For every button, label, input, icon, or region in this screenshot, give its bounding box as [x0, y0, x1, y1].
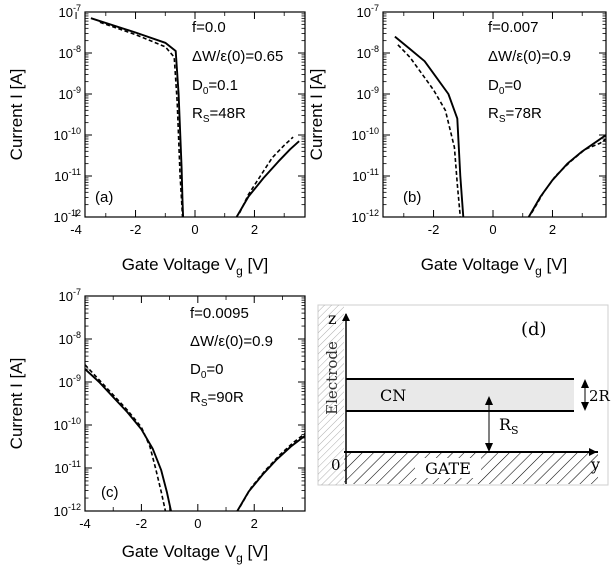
y-tick-label: 10-11 — [54, 167, 81, 184]
annotation-block: f=0.0095 ΔW/ε(0)=0.9 D0=0 RS=90R — [190, 305, 273, 409]
cn-label: CN — [380, 386, 406, 405]
x-axis-label: Gate Voltage Vg [V] — [122, 255, 269, 278]
series-line-dashed-1 — [99, 21, 184, 218]
y-tick-label: 10-10 — [54, 416, 81, 433]
series-line-dashed-3 — [238, 136, 294, 214]
x-tick-label: 2 — [251, 516, 258, 531]
x-tick-label: 0 — [489, 222, 496, 237]
x-axis-label: Gate Voltage Vg [V] — [122, 542, 269, 565]
x-tick-label: 0 — [194, 516, 201, 531]
annotation-block: f=0.0 ΔW/ε(0)=0.65 D0=0.1 RS=48R — [192, 19, 283, 125]
annotation-f: f=0.0095 — [190, 305, 249, 322]
panel-label-d: (d) — [521, 319, 547, 340]
series-line-solid-0 — [394, 35, 465, 218]
series-line-dashed-1 — [397, 44, 462, 218]
rs-arrowhead-bottom — [485, 443, 493, 452]
annotation-rs: RS=48R — [192, 105, 246, 125]
y-tick-label: 10-12 — [352, 208, 379, 225]
series-line-solid-2 — [236, 435, 306, 512]
series-line-solid-2 — [235, 140, 300, 218]
y-tick-label: 10-7 — [59, 3, 81, 20]
annotation-f: f=0.0 — [192, 19, 226, 36]
x-axis-label: Gate Voltage Vg [V] — [421, 255, 568, 278]
x-tick-label: -4 — [79, 516, 91, 531]
x-tick-label: -4 — [70, 222, 82, 237]
gate-label: GATE — [425, 459, 471, 478]
y-tick-label: 10-9 — [59, 373, 81, 390]
origin-label: 0 — [331, 456, 341, 474]
annotation-dw: ΔW/ε(0)=0.9 — [488, 48, 571, 65]
annotation-d0: D0=0 — [488, 77, 522, 97]
radius-arrowhead-top — [581, 379, 589, 388]
y-tick-label: 10-10 — [54, 126, 81, 143]
x-tick-label: -2 — [428, 222, 440, 237]
y-tick-label: 10-10 — [352, 126, 379, 143]
y-tick-label: 10-9 — [59, 85, 81, 102]
annotation-dw: ΔW/ε(0)=0.9 — [190, 333, 273, 350]
annotation-d0: D0=0.1 — [192, 77, 238, 97]
y-tick-label: 10-11 — [54, 459, 81, 476]
annotation-block: f=0.007 ΔW/ε(0)=0.9 D0=0 RS=78R — [488, 19, 571, 125]
electrode-region — [318, 305, 344, 485]
x-tick-label: 0 — [191, 222, 198, 237]
annotation-d0: D0=0 — [190, 361, 224, 381]
x-tick-label: 2 — [549, 222, 556, 237]
x-tick-label: -2 — [136, 516, 148, 531]
electrode-label: Electrode — [323, 341, 341, 415]
chart-panel-c: 10-12 10-11 10-10 10-9 10-8 10-7 -4 -2 0 2 Curren… — [7, 287, 306, 565]
x-tick-label: -2 — [130, 222, 142, 237]
annotation-f: f=0.007 — [488, 19, 538, 36]
y-axis-label: Current I [A] — [307, 69, 326, 161]
cn-tube — [346, 379, 574, 411]
series-line-dashed-3 — [531, 138, 607, 214]
series-line-solid-0 — [90, 17, 185, 218]
y-tick-label: 10-7 — [357, 3, 379, 20]
series-line-solid-2 — [527, 134, 607, 218]
gate-label-backdrop — [415, 458, 481, 478]
series-line-solid-0 — [84, 368, 172, 512]
y-axis-label: y — [590, 455, 600, 474]
panel-label-a: (a) — [95, 189, 113, 206]
annotation-rs: RS=90R — [190, 389, 244, 409]
panel-label-c: (c) — [101, 484, 119, 501]
rs-label: RS — [499, 415, 519, 437]
y-axis-label: Current I [A] — [7, 69, 26, 161]
x-tick-label: 2 — [251, 222, 258, 237]
y-tick-label: 10-11 — [352, 167, 379, 184]
z-axis-label: z — [328, 309, 336, 328]
chart-panel-b: 10-12 10-11 10-10 10-9 10-8 10-7 -2 0 2 Current … — [307, 3, 607, 278]
y-tick-label: 10-7 — [59, 287, 81, 304]
y-tick-label: 10-9 — [357, 85, 379, 102]
y-tick-label: 10-8 — [357, 44, 379, 61]
series-line-dashed-3 — [239, 432, 306, 508]
radius-label: 2R — [589, 387, 611, 405]
diagram-panel-d: GATE CN 2R RS z y 0 Electrode (d) — [317, 304, 611, 486]
y-tick-label: 10-8 — [59, 44, 81, 61]
panel-label-b: (b) — [403, 189, 421, 206]
series-line-dashed-1 — [84, 364, 167, 512]
rs-arrowhead-top — [485, 396, 493, 405]
y-tick-label: 10-8 — [59, 330, 81, 347]
annotation-rs: RS=78R — [488, 105, 542, 125]
radius-arrowhead-bottom — [581, 402, 589, 411]
y-tick-label: 10-12 — [54, 502, 81, 519]
annotation-dw: ΔW/ε(0)=0.65 — [192, 48, 283, 65]
y-axis-label: Current I [A] — [7, 358, 26, 450]
